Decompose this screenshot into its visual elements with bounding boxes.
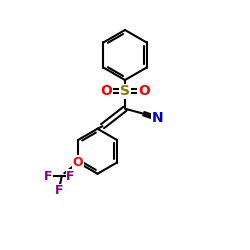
Text: O: O [138, 84, 150, 98]
Text: N: N [152, 111, 163, 125]
Text: F: F [44, 170, 52, 183]
Text: F: F [55, 184, 64, 197]
Text: S: S [120, 84, 130, 98]
Text: O: O [73, 156, 83, 169]
Text: O: O [100, 84, 112, 98]
Text: F: F [66, 170, 75, 183]
